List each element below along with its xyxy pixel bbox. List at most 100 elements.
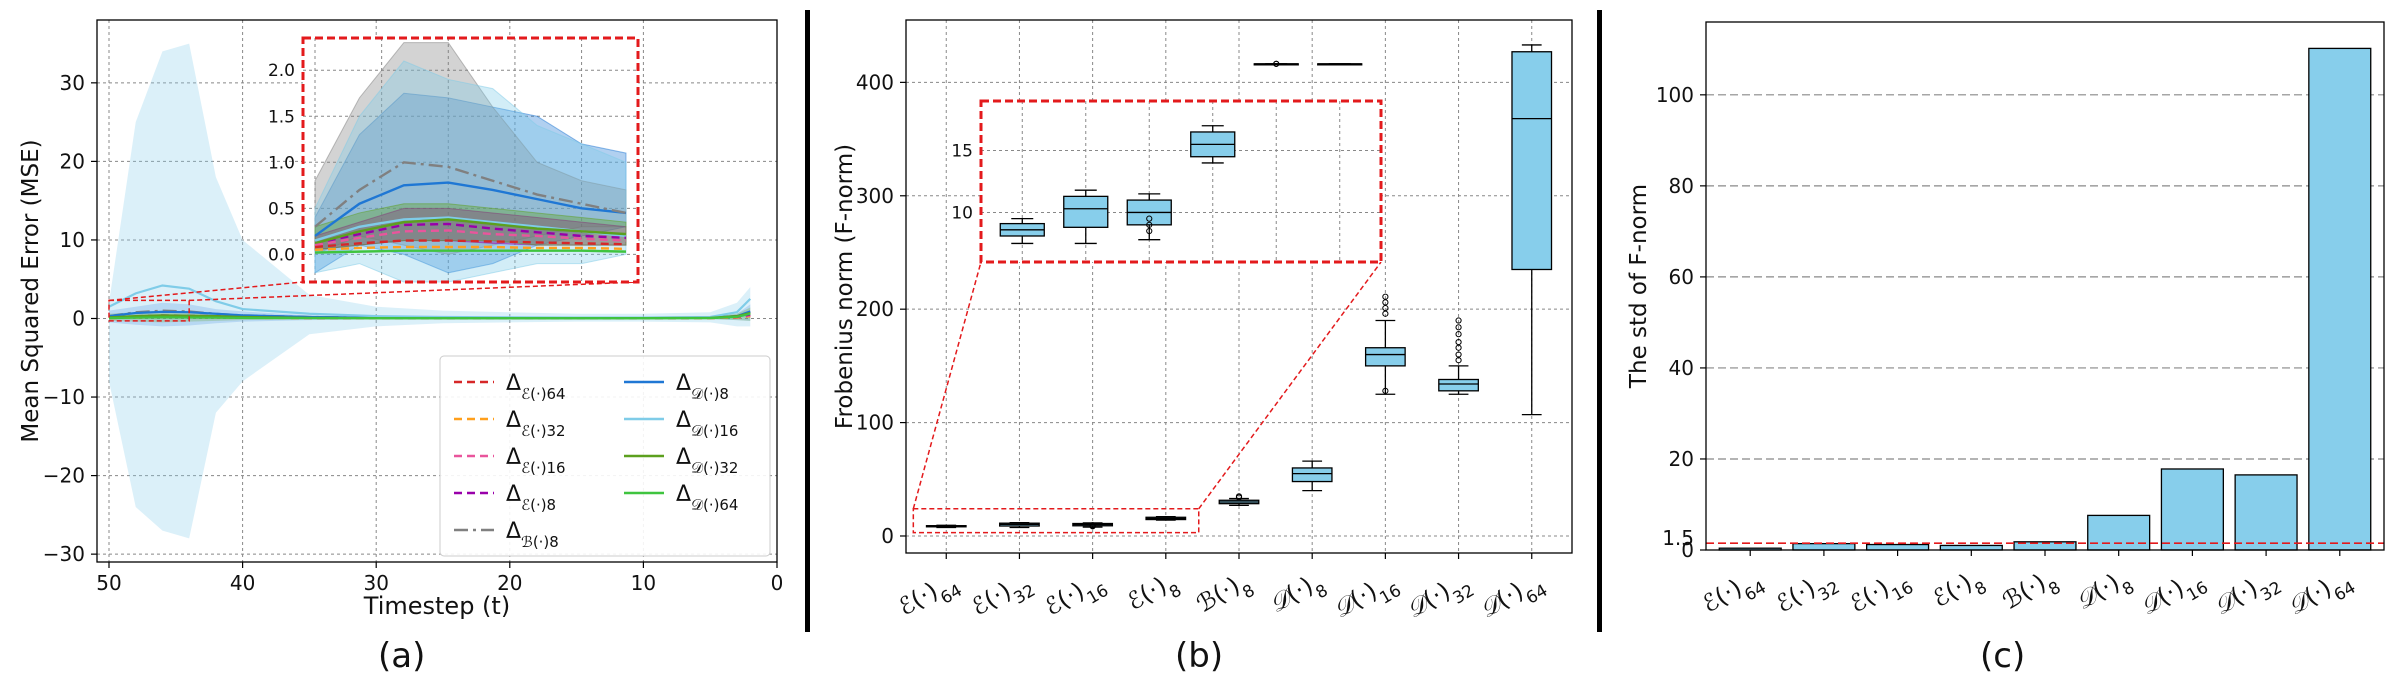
inset-y-tick-label: 15 — [951, 142, 973, 162]
legend-label: Δ𝒟(·)8 — [676, 371, 729, 403]
x-tick-label: 𝒟(·)32 — [1402, 566, 1478, 631]
legend-label: Δ𝒟(·)32 — [676, 445, 738, 477]
box — [1511, 51, 1553, 271]
legend-label: Δℰ(·)32 — [506, 408, 566, 440]
flier — [1455, 324, 1462, 331]
bar — [2308, 47, 2372, 551]
x-tick-label: 10 — [631, 571, 656, 595]
legend-label: Δ𝒟(·)16 — [676, 408, 738, 440]
y-tick-label: −10 — [43, 385, 85, 409]
flier — [1382, 293, 1389, 300]
zoom-source-box — [912, 508, 1200, 534]
plot-frame — [1705, 21, 2385, 551]
inset-flier — [1146, 221, 1153, 228]
inset-line — [314, 249, 627, 254]
x-tick-label: ℰ(·)64 — [893, 566, 965, 628]
y-tick-label: 300 — [856, 184, 894, 208]
inset-flier — [1146, 227, 1153, 235]
inset-y-tick-label: 0.5 — [268, 199, 295, 219]
plot-frame — [96, 19, 778, 563]
caption-a: (a) — [378, 636, 426, 676]
x-tick-label: ℰ(·)8 — [1122, 566, 1185, 623]
reference-line-label: 1.5 — [1662, 526, 1694, 550]
x-tick-label: 50 — [96, 571, 121, 595]
zoom-connector — [189, 281, 639, 302]
y-tick-label: −30 — [43, 542, 85, 566]
x-tick-label: ℰ(·)64 — [1697, 563, 1769, 625]
legend-label: Δℰ(·)16 — [506, 445, 566, 477]
y-tick-label: 10 — [60, 228, 85, 252]
inset-flier — [1146, 215, 1153, 222]
figure: 50 40 30 20 10 0−30−20−1001020300.00.51.01.52… — [18, 19, 2385, 631]
x-tick-label: 𝒟(·)16 — [1328, 566, 1404, 631]
panel-a: 50 40 30 20 10 0 −30 −20 −10 0 10 20 30 0.0 0.5 1.0 1.5 2… — [18, 19, 784, 620]
y-tick-label: 0 — [72, 306, 85, 330]
inset-background — [303, 38, 638, 282]
x-tick-label: ℬ(·)8 — [1192, 566, 1258, 625]
box — [1364, 347, 1406, 367]
flier — [1235, 493, 1243, 500]
legend — [439, 355, 771, 557]
legend-label: Δ𝒟(·)64 — [676, 482, 738, 514]
confidence-band — [109, 43, 751, 539]
zoom-connector — [108, 281, 304, 302]
x-tick-label: 0 — [771, 571, 784, 595]
bar — [2160, 468, 2224, 551]
x-tick-label: 𝒟(·)8 — [1265, 566, 1332, 625]
y-tick-label: 200 — [856, 297, 894, 321]
inset-y-tick-label: 1.5 — [268, 107, 295, 127]
zoom-connector — [912, 261, 982, 509]
inset-y-tick-label: 1.0 — [268, 153, 295, 173]
x-tick-label: 40 — [230, 571, 255, 595]
y-tick-label: 60 — [1669, 265, 1694, 289]
zoom-connector — [1198, 261, 1382, 510]
divider-left — [805, 10, 810, 632]
divider-right — [1597, 10, 1602, 632]
flier — [1455, 338, 1462, 346]
legend-label: Δℰ(·)8 — [506, 482, 556, 514]
bar — [2087, 514, 2151, 551]
y-tick-label: 40 — [1669, 356, 1694, 380]
y-tick-label: 100 — [1656, 83, 1694, 107]
inset-line — [314, 161, 627, 228]
flier — [1455, 317, 1462, 324]
inset-line — [314, 229, 627, 247]
inset-line — [314, 181, 627, 237]
bar — [1792, 542, 1856, 551]
inset-line — [314, 218, 627, 245]
panel-b: 0 100 200 300 400 ℰ(·)64 ℰ(·)32 ℰ(·)16 ℰ(·)8 ℬ(·)… — [832, 19, 1573, 631]
flier — [1455, 351, 1462, 358]
inset-box — [1063, 195, 1109, 228]
x-tick-label: ℰ(·)32 — [1771, 563, 1843, 625]
series-line — [108, 312, 751, 320]
x-tick-label: 𝒟(·)8 — [2071, 563, 2138, 622]
x-tick-label: 𝒟(·)32 — [2209, 563, 2285, 628]
flier — [1455, 331, 1462, 338]
x-tick-label: 𝒟(·)16 — [2135, 563, 2211, 628]
x-axis-label: Timestep (t) — [363, 592, 510, 620]
inset-frame — [979, 99, 1383, 264]
x-tick-label: 30 — [363, 571, 388, 595]
x-tick-label: ℰ(·)8 — [1928, 563, 1991, 620]
y-axis-label: Mean Squared Error (MSE) — [18, 139, 44, 442]
inset-line — [314, 239, 627, 249]
y-tick-label: 30 — [60, 71, 85, 95]
y-tick-label: 100 — [856, 411, 894, 435]
bar — [1866, 543, 1930, 551]
legend-label: Δℬ(·)8 — [506, 519, 559, 551]
bar — [2234, 474, 2298, 551]
bar — [1939, 544, 2003, 551]
x-tick-label: ℰ(·)32 — [967, 566, 1039, 628]
y-tick-label: 20 — [1669, 447, 1694, 471]
plot-frame — [905, 19, 1573, 554]
box — [1438, 378, 1479, 392]
inset-y-tick-label: 2.0 — [268, 61, 295, 81]
x-tick-label: ℰ(·)16 — [1845, 563, 1917, 625]
zoom-source-box — [108, 299, 190, 322]
y-axis-label: The std of F-norm — [1626, 184, 1652, 389]
y-tick-label: 400 — [856, 70, 894, 94]
y-tick-label: −20 — [43, 464, 85, 488]
x-tick-label: 𝒟(·)64 — [2283, 563, 2359, 628]
y-tick-label: 0 — [1681, 538, 1694, 562]
inset-background — [981, 101, 1381, 262]
